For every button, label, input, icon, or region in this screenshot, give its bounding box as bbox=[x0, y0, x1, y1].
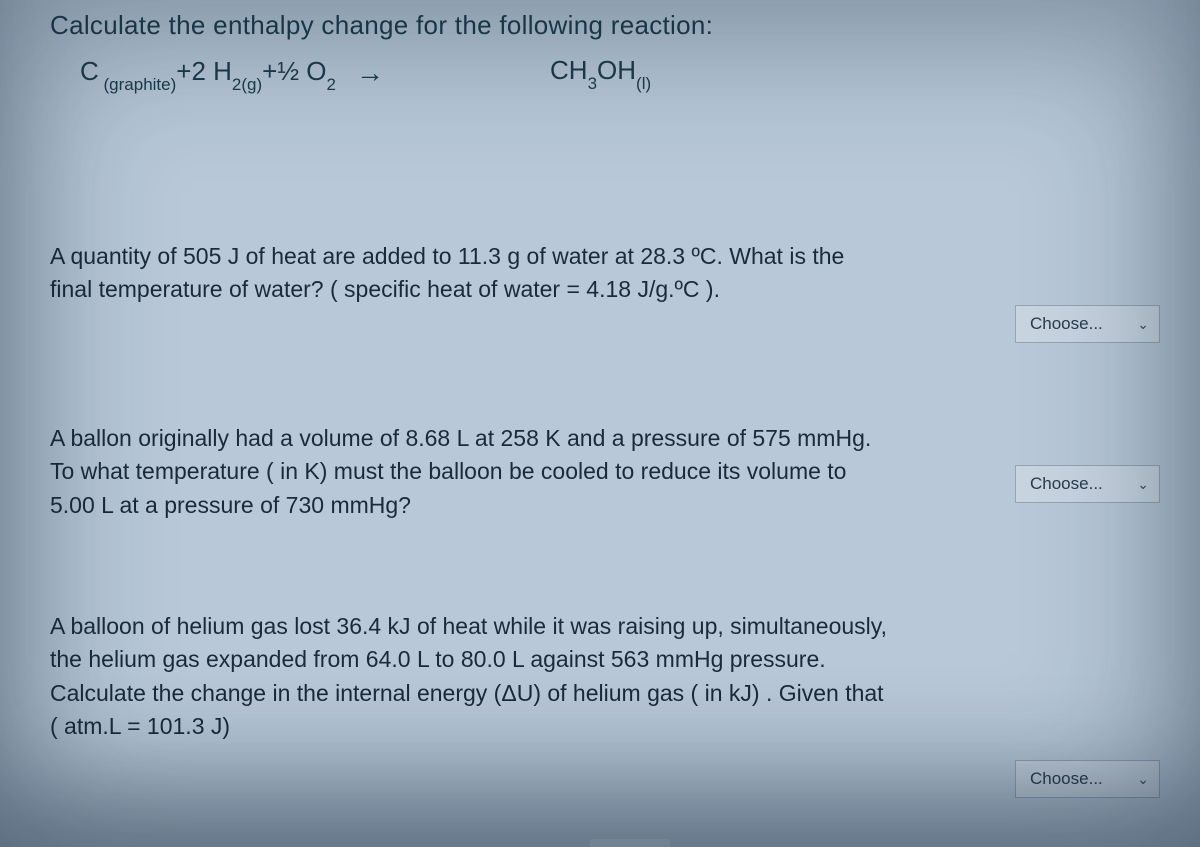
eq-term-c: C (graphite) bbox=[80, 56, 176, 91]
eq-sub: 2(g) bbox=[232, 75, 262, 94]
eq-base: ½ O bbox=[277, 56, 326, 86]
answer-select-2[interactable]: Choose... ⌄ bbox=[1015, 465, 1160, 503]
eq-base: C bbox=[80, 56, 99, 86]
select-placeholder: Choose... bbox=[1030, 769, 1103, 789]
eq-base: CH bbox=[550, 55, 588, 85]
eq-sub: 2 bbox=[326, 75, 335, 94]
eq-term-o2: ½ O2 bbox=[277, 56, 336, 91]
page-title: Calculate the enthalpy change for the fo… bbox=[50, 10, 713, 41]
eq-base: 2 H bbox=[191, 56, 231, 86]
quiz-page: Calculate the enthalpy change for the fo… bbox=[0, 0, 1200, 847]
reaction-arrow-icon: → bbox=[356, 57, 384, 89]
eq-base: OH bbox=[597, 55, 636, 85]
answer-select-3[interactable]: Choose... ⌄ bbox=[1015, 760, 1160, 798]
eq-op: + bbox=[262, 56, 277, 87]
eq-sub: (graphite) bbox=[99, 75, 176, 94]
question-3-text: A balloon of helium gas lost 36.4 kJ of … bbox=[50, 610, 890, 743]
select-placeholder: Choose... bbox=[1030, 314, 1103, 334]
eq-sub: 3 bbox=[588, 74, 597, 93]
question-2-text: A ballon originally had a volume of 8.68… bbox=[50, 422, 890, 522]
chevron-down-icon: ⌄ bbox=[1137, 316, 1149, 333]
chemical-equation: C (graphite) + 2 H2(g) + ½ O2 → bbox=[80, 55, 414, 91]
chevron-down-icon: ⌄ bbox=[1137, 476, 1149, 493]
eq-term-h2: 2 H2(g) bbox=[191, 56, 262, 91]
eq-op: + bbox=[176, 56, 191, 87]
chevron-down-icon: ⌄ bbox=[1137, 771, 1149, 788]
eq-product: CH3OH(l) bbox=[550, 55, 651, 90]
question-1-text: A quantity of 505 J of heat are added to… bbox=[50, 240, 890, 307]
eq-sub: (l) bbox=[636, 74, 651, 93]
bottom-handle bbox=[590, 839, 670, 847]
select-placeholder: Choose... bbox=[1030, 474, 1103, 494]
answer-select-1[interactable]: Choose... ⌄ bbox=[1015, 305, 1160, 343]
